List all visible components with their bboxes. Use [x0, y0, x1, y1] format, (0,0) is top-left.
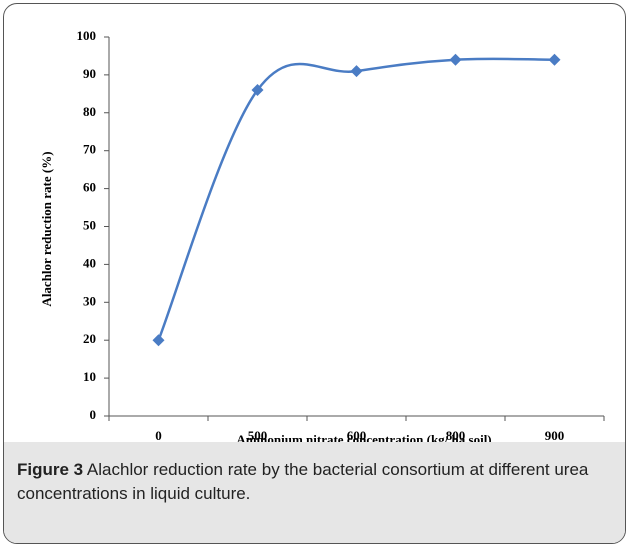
chart: Alachlor reduction rate (%) Ammonium nit…	[39, 28, 605, 442]
y-tick-label: 30	[83, 293, 96, 308]
y-axis-title: Alachlor reduction rate (%)	[39, 151, 54, 306]
x-tick-label: 0	[155, 428, 162, 442]
x-tick-label: 800	[446, 428, 466, 442]
x-tick-label: 600	[347, 428, 367, 442]
x-axis-title: Ammonium nitrate concentration (kg/ ha s…	[236, 432, 491, 442]
y-tick-label: 70	[83, 142, 96, 157]
y-tick-label: 40	[83, 255, 96, 270]
figure-frame: Alachlor reduction rate (%) Ammonium nit…	[3, 3, 626, 544]
caption: Figure 3 Alachlor reduction rate by the …	[4, 442, 625, 543]
y-tick-label: 80	[83, 104, 96, 119]
x-tick-label: 900	[545, 428, 565, 442]
data-point	[251, 84, 264, 97]
y-tick-label: 10	[83, 369, 96, 384]
data-point	[350, 65, 363, 78]
y-tick-label: 90	[83, 66, 96, 81]
y-tick-label: 20	[83, 331, 96, 346]
data-point	[152, 334, 165, 347]
data-point	[548, 53, 561, 66]
y-tick-label: 50	[83, 217, 96, 232]
data-line	[157, 57, 555, 341]
y-tick-label: 0	[90, 407, 97, 422]
x-tick-label: 500	[248, 428, 268, 442]
y-tick-label: 60	[83, 180, 96, 195]
caption-text: Alachlor reduction rate by the bacterial…	[17, 460, 589, 503]
y-tick-label: 100	[77, 28, 97, 43]
caption-label: Figure 3	[17, 460, 84, 479]
data-point	[449, 53, 462, 66]
